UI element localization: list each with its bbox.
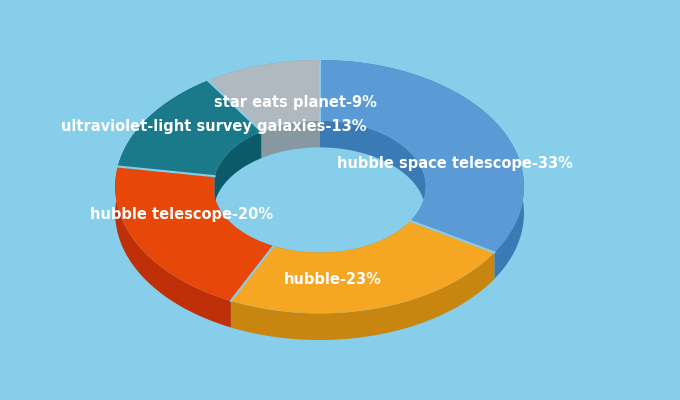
Polygon shape [118, 80, 208, 193]
Polygon shape [231, 252, 494, 340]
Polygon shape [115, 166, 273, 301]
Polygon shape [215, 132, 262, 203]
Text: ultraviolet-light survey galaxies-13%: ultraviolet-light survey galaxies-13% [61, 118, 367, 134]
Polygon shape [208, 60, 320, 107]
Text: hubble-23%: hubble-23% [284, 272, 382, 286]
Polygon shape [231, 221, 494, 314]
Polygon shape [320, 121, 426, 248]
Polygon shape [208, 60, 320, 132]
Text: hubble telescope-20%: hubble telescope-20% [90, 208, 273, 222]
Polygon shape [262, 121, 320, 158]
Polygon shape [115, 166, 231, 328]
Polygon shape [214, 176, 273, 273]
Polygon shape [118, 80, 262, 176]
Text: hubble space telescope-33%: hubble space telescope-33% [337, 156, 573, 172]
Polygon shape [320, 60, 524, 252]
Polygon shape [273, 221, 411, 279]
Polygon shape [320, 60, 524, 279]
Text: star eats planet-9%: star eats planet-9% [214, 95, 377, 110]
